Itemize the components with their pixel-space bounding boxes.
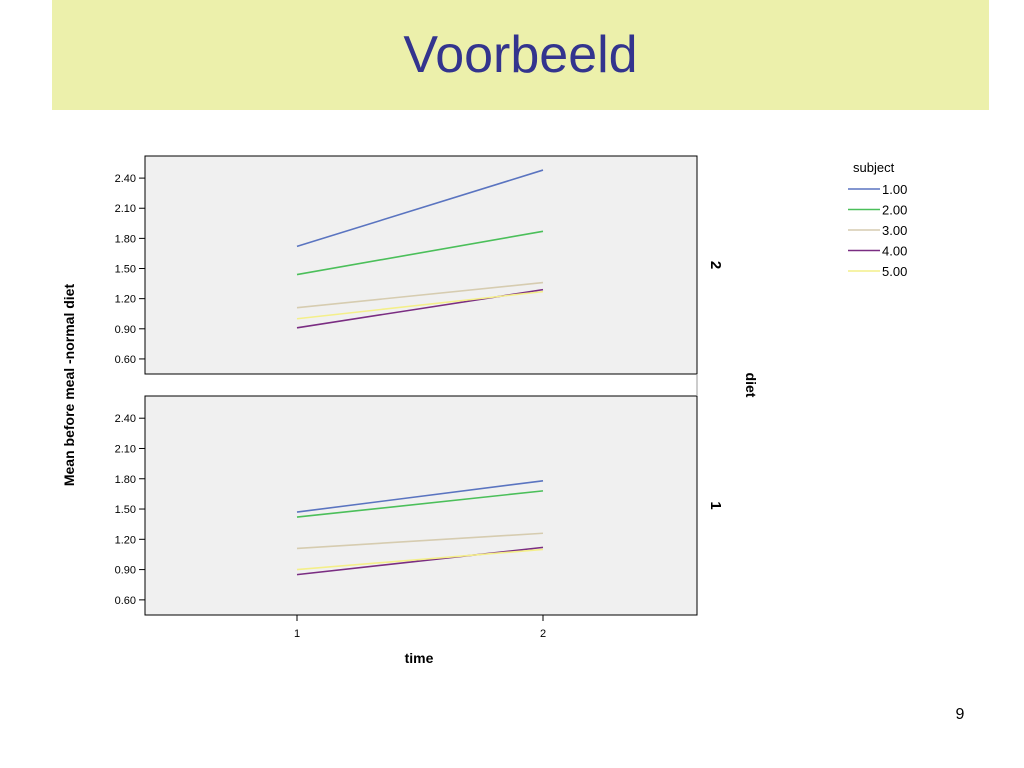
y-tick-label: 0.90 <box>115 324 136 336</box>
legend-label: 3.00 <box>882 223 907 238</box>
legend-title: subject <box>853 160 895 175</box>
y-tick-label: 2.40 <box>115 413 136 425</box>
series-line-4.00 <box>296 546 544 576</box>
plot-panel <box>144 395 698 616</box>
y-tick-label: 0.90 <box>115 565 136 577</box>
legend-label: 4.00 <box>882 244 907 259</box>
legend-label: 2.00 <box>882 203 907 218</box>
y-tick-label: 0.60 <box>115 354 136 366</box>
page-number: 9 <box>955 706 965 723</box>
panel-variable-label: diet <box>743 373 759 398</box>
series-line-5.00 <box>296 548 544 571</box>
legend-label: 5.00 <box>882 264 907 279</box>
x-tick-label: 1 <box>294 628 300 640</box>
plot-panel <box>144 155 698 375</box>
series-line-3.00 <box>296 532 544 550</box>
y-tick-label: 1.80 <box>115 233 136 245</box>
y-tick-label: 0.60 <box>115 595 136 607</box>
series-line-5.00 <box>296 290 544 320</box>
y-tick-label: 2.40 <box>115 173 136 185</box>
y-tick-label: 2.10 <box>115 203 136 215</box>
series-line-3.00 <box>296 281 544 309</box>
y-axis-label: Mean before meal -normal diet <box>61 284 77 487</box>
series-line-2.00 <box>296 230 544 276</box>
slide-title: Voorbeeld <box>403 26 638 84</box>
y-tick-label: 2.10 <box>115 443 136 455</box>
series-line-1.00 <box>296 169 544 248</box>
legend-label: 1.00 <box>882 182 907 197</box>
y-tick-label: 1.50 <box>115 504 136 516</box>
y-tick-label: 1.50 <box>115 264 136 276</box>
series-line-2.00 <box>296 490 544 518</box>
y-tick-label: 1.20 <box>115 534 136 546</box>
x-tick-label: 2 <box>540 628 546 640</box>
panel-label: 1 <box>707 501 724 509</box>
panel-label: 2 <box>707 261 724 269</box>
y-tick-label: 1.20 <box>115 294 136 306</box>
title-banner: Voorbeeld <box>52 0 989 110</box>
x-axis-label: time <box>405 650 434 666</box>
series-line-1.00 <box>296 479 544 513</box>
y-tick-label: 1.80 <box>115 474 136 486</box>
